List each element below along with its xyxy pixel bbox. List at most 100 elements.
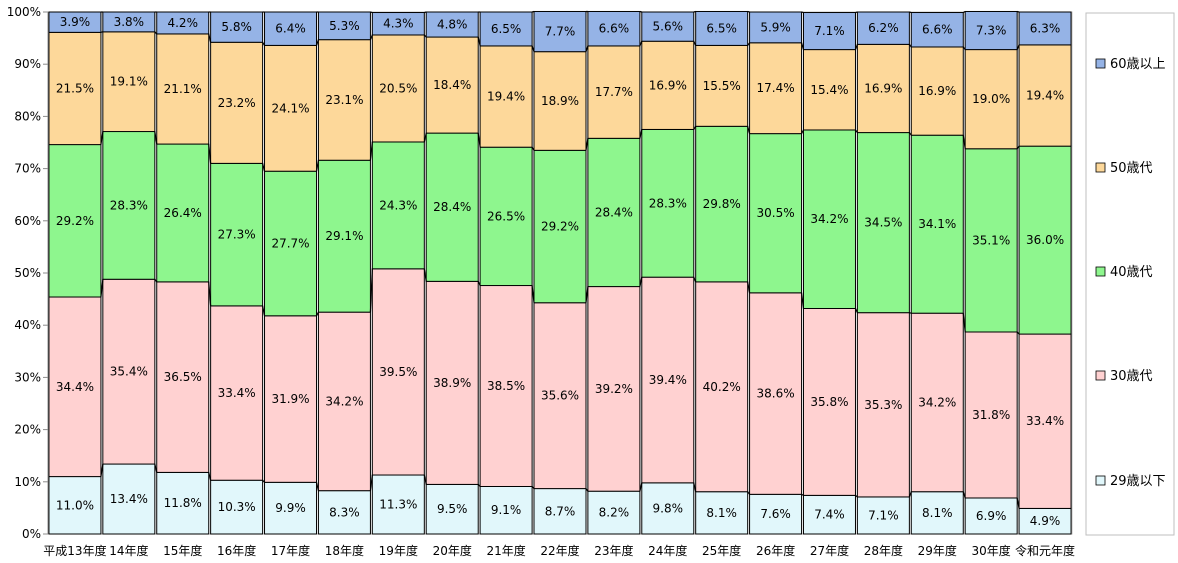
bar-segment — [910, 12, 964, 48]
data-label: 11.0% — [56, 498, 94, 512]
legend-label: 60歳以上 — [1110, 57, 1166, 72]
data-label: 36.5% — [164, 370, 202, 384]
data-label: 26.5% — [487, 209, 525, 223]
series-line — [208, 281, 212, 306]
data-label: 6.5% — [706, 21, 737, 35]
bar-segment — [641, 482, 695, 535]
x-tick-label: 26年度 — [756, 543, 795, 558]
series-line — [262, 163, 266, 172]
data-label: 5.8% — [221, 20, 252, 34]
bar-segment — [264, 170, 318, 317]
bar-segment — [210, 305, 264, 481]
data-label: 18.9% — [541, 94, 579, 108]
data-label: 17.7% — [595, 85, 633, 99]
series-line — [370, 11, 373, 14]
series-line — [800, 292, 805, 309]
data-label: 31.8% — [972, 408, 1010, 422]
x-tick-label: 令和元年度 — [1015, 543, 1075, 558]
bar-segment — [695, 125, 749, 283]
data-label: 35.3% — [864, 398, 902, 412]
data-label: 28.3% — [110, 198, 148, 212]
bar-segment — [264, 44, 318, 172]
series-line — [801, 11, 804, 14]
data-label: 35.1% — [972, 233, 1010, 247]
series-line — [639, 41, 643, 47]
legend-swatch — [1095, 266, 1106, 277]
data-label: 29.2% — [56, 214, 94, 228]
data-label: 29.1% — [325, 229, 363, 243]
data-label: 19.4% — [487, 90, 525, 104]
series-line — [693, 126, 697, 130]
series-line — [315, 482, 320, 491]
bar-segment — [910, 312, 964, 493]
bar-segment — [479, 11, 533, 47]
series-line — [801, 493, 804, 496]
series-line — [908, 491, 912, 498]
x-tick-label: 29年度 — [918, 543, 957, 558]
series-line — [1016, 331, 1020, 335]
bar-segment — [533, 51, 587, 151]
bar-segment — [317, 159, 371, 313]
data-label: 33.4% — [218, 386, 256, 400]
bar-segment — [317, 490, 371, 535]
bar-segment — [48, 11, 102, 33]
data-label: 35.4% — [110, 365, 148, 379]
bar-segment — [1018, 507, 1072, 535]
legend-swatch — [1095, 162, 1106, 173]
data-label: 28.4% — [433, 200, 471, 214]
series-line — [854, 44, 858, 50]
data-label: 21.5% — [56, 81, 94, 95]
bar-segment — [802, 12, 856, 51]
series-line — [1016, 10, 1020, 13]
x-tick-label: 平成13年度 — [43, 543, 106, 558]
data-label: 39.5% — [379, 365, 417, 379]
series-line — [154, 131, 158, 145]
bar-segment — [641, 11, 695, 42]
bar-segment — [802, 49, 856, 131]
bar-segment — [964, 331, 1018, 499]
y-tick-label: 90% — [14, 57, 41, 71]
bar-segment — [802, 494, 856, 535]
x-tick-label: 24年度 — [648, 543, 687, 558]
data-label: 24.3% — [379, 198, 417, 212]
series-line — [639, 10, 642, 13]
data-label: 9.8% — [653, 501, 684, 515]
bar-segment — [479, 146, 533, 287]
data-label: 11.8% — [164, 496, 202, 510]
bar-segment — [749, 133, 803, 294]
bar-segment — [264, 315, 318, 483]
bar-segment — [479, 285, 533, 487]
data-label: 4.2% — [167, 16, 198, 30]
y-tick-label: 80% — [14, 109, 41, 123]
data-label: 16.9% — [918, 84, 956, 98]
data-label: 21.1% — [164, 82, 202, 96]
bar-segment — [479, 485, 533, 535]
series-line — [962, 491, 966, 499]
legend-label: 29歳以下 — [1110, 474, 1166, 489]
bar-segment — [856, 312, 910, 498]
y-tick-label: 100% — [7, 5, 41, 19]
series-line — [154, 463, 158, 473]
bar-segment — [802, 307, 856, 496]
bar-segment — [1018, 145, 1072, 335]
series-line — [693, 10, 696, 13]
data-label: 9.5% — [437, 502, 468, 516]
data-label: 6.2% — [868, 21, 899, 35]
bar-segment — [371, 268, 425, 476]
series-line — [208, 33, 212, 43]
data-label: 7.4% — [814, 508, 845, 522]
bar-segment — [425, 280, 479, 485]
data-label: 34.4% — [56, 380, 94, 394]
data-label: 26.4% — [164, 206, 202, 220]
bar-segment — [264, 481, 318, 535]
data-label: 6.4% — [275, 22, 306, 36]
bar-segment — [156, 33, 210, 145]
bar-segment — [156, 11, 210, 35]
data-label: 36.0% — [1026, 233, 1064, 247]
series-line — [747, 491, 751, 495]
data-label: 39.2% — [595, 382, 633, 396]
bar-segment — [102, 11, 156, 33]
series-line — [693, 276, 697, 283]
series-line — [908, 132, 912, 136]
series-line — [908, 44, 912, 48]
